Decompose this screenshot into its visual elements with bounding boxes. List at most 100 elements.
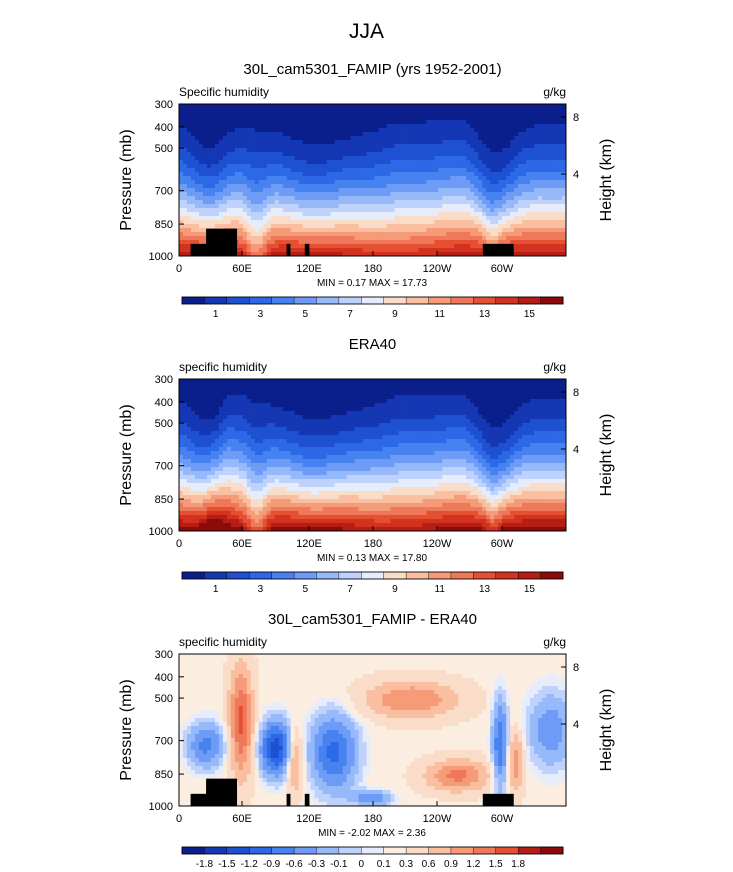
field-cell: [206, 208, 212, 213]
field-cell: [194, 200, 200, 205]
field-cell: [314, 152, 320, 157]
field-cell: [362, 387, 368, 392]
field-cell: [450, 232, 455, 237]
field-cell: [222, 188, 228, 193]
field-cell: [362, 204, 368, 209]
field-cell: [486, 148, 491, 153]
field-cell: [422, 252, 427, 256]
field-cell: [254, 180, 260, 185]
field-cell: [302, 140, 308, 145]
field-cell: [526, 128, 531, 133]
field-cell: [554, 228, 559, 233]
field-cell: [282, 112, 288, 117]
field-cell: [322, 411, 328, 416]
field-cell: [318, 128, 324, 133]
field-cell: [558, 144, 563, 149]
field-cell: [470, 208, 475, 213]
field-cell: [470, 124, 475, 129]
field-cell: [278, 132, 284, 137]
field-cell: [554, 423, 559, 428]
field-cell: [502, 184, 507, 189]
field-cell: [378, 104, 384, 109]
field-cell: [510, 240, 515, 245]
field-cell: [430, 176, 435, 181]
field-cell: [430, 224, 435, 229]
field-cell: [398, 204, 404, 209]
field-cell: [266, 116, 272, 121]
field-cell: [218, 220, 224, 225]
field-cell: [542, 216, 547, 221]
field-cell: [186, 112, 192, 117]
field-panel-1: [179, 104, 566, 256]
field-cell: [342, 200, 348, 205]
field-cell: [258, 252, 264, 256]
field-cell: [442, 244, 447, 249]
field-cell: [458, 152, 463, 157]
field-cell: [306, 128, 312, 133]
field-cell: [446, 415, 451, 420]
field-cell: [298, 252, 304, 256]
field-cell: [522, 240, 527, 245]
field-cell: [326, 391, 332, 396]
field-cell: [274, 391, 280, 396]
field-cell: [402, 124, 408, 129]
field-cell: [534, 104, 539, 109]
field-cell: [434, 196, 439, 201]
field-cell: [442, 383, 447, 388]
field-cell: [334, 148, 340, 153]
field-cell: [262, 112, 268, 117]
x-tick-label: 60E: [232, 263, 252, 275]
field-cell: [278, 212, 284, 217]
field-cell: [346, 216, 352, 221]
field-cell: [446, 160, 451, 165]
field-cell: [258, 403, 264, 408]
field-cell: [402, 427, 408, 432]
field-cell: [338, 212, 344, 217]
field-cell: [538, 200, 543, 205]
field-cell: [458, 379, 463, 384]
field-cell: [414, 108, 419, 113]
field-cell: [442, 168, 447, 173]
field-cell: [386, 184, 392, 189]
field-cell: [462, 395, 467, 400]
field-cell: [286, 148, 292, 153]
field-cell: [318, 184, 324, 189]
field-cell: [350, 415, 356, 420]
field-cell: [414, 152, 419, 157]
field-cell: [270, 407, 276, 412]
field-cell: [462, 156, 467, 161]
field-cell: [562, 136, 566, 141]
field-cell: [222, 204, 228, 209]
field-cell: [450, 244, 455, 249]
field-cell: [446, 192, 451, 197]
field-cell: [518, 244, 523, 249]
field-cell: [402, 415, 408, 420]
field-cell: [314, 192, 320, 197]
field-cell: [366, 104, 372, 109]
field-cell: [558, 224, 563, 229]
field-cell: [378, 140, 384, 145]
field-cell: [462, 128, 467, 133]
field-cell: [442, 196, 447, 201]
field-cell: [342, 216, 348, 221]
field-cell: [254, 240, 260, 245]
field-cell: [234, 160, 240, 165]
field-cell: [470, 387, 475, 392]
field-cell: [282, 136, 288, 141]
field-cell: [278, 419, 284, 424]
field-cell: [286, 172, 292, 177]
field-cell: [250, 132, 256, 137]
field-cell: [362, 379, 368, 384]
field-cell: [462, 383, 467, 388]
field-cell: [322, 399, 328, 404]
field-cell: [198, 184, 204, 189]
field-cell: [314, 220, 320, 225]
field-cell: [542, 399, 547, 404]
field-cell: [270, 156, 276, 161]
field-cell: [206, 112, 212, 117]
field-cell: [398, 132, 404, 137]
field-cell: [450, 132, 455, 137]
field-cell: [314, 224, 320, 229]
field-cell: [550, 168, 555, 173]
field-cell: [430, 232, 435, 237]
